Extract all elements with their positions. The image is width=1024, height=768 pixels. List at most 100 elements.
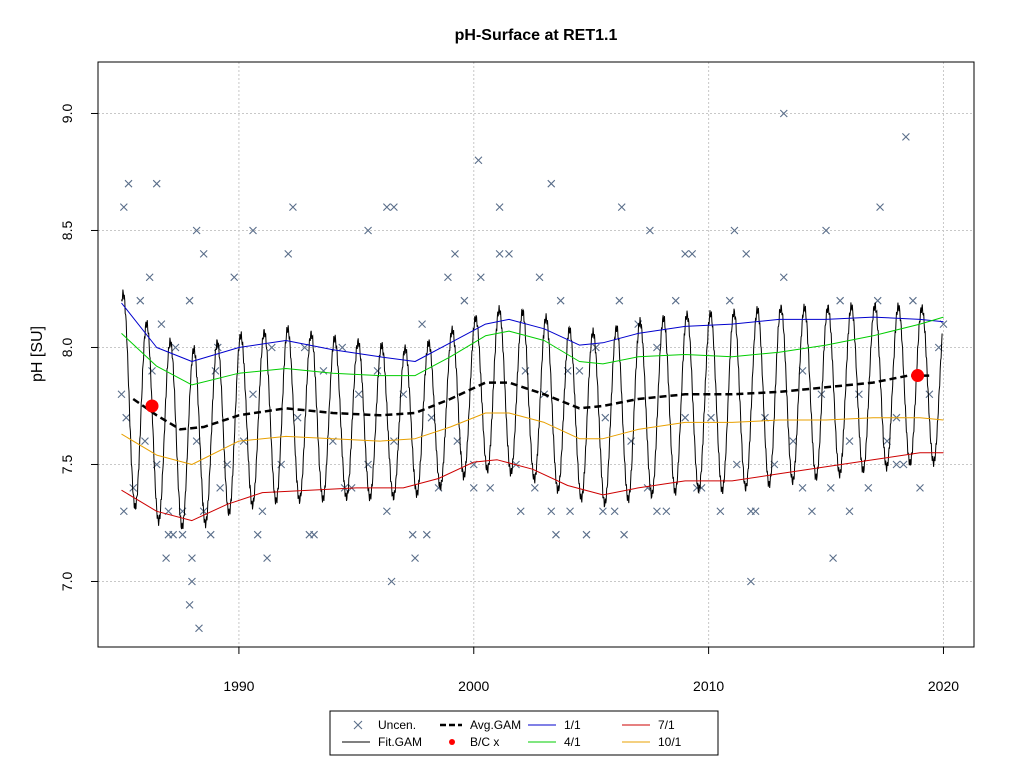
legend-label: 10/1 (658, 735, 682, 749)
observation-marker (230, 273, 239, 282)
observation-marker (817, 390, 826, 399)
x-tick-label: 1990 (223, 678, 254, 694)
observation-marker (319, 366, 328, 375)
observation-marker (263, 554, 271, 562)
observation-marker (305, 530, 314, 539)
observation-marker (354, 390, 363, 399)
observation-marker (157, 320, 166, 328)
observation-marker (845, 437, 854, 445)
legend-dot (449, 739, 455, 745)
observation-marker (390, 437, 398, 445)
observation-marker (460, 296, 469, 305)
observation-marker (486, 483, 495, 492)
observation-marker (382, 507, 391, 516)
observation-marker (716, 507, 725, 516)
observation-marker (152, 179, 161, 188)
legend: Uncen. Fit.GAM Avg.GAM B/C x 1/1 4/1 7/1 10/1 (329, 710, 719, 756)
observation-marker (418, 320, 426, 328)
observation-marker (876, 203, 884, 211)
x-tick-label: 2020 (928, 678, 959, 694)
observation-marker (732, 460, 741, 469)
observation-marker (117, 390, 126, 399)
observation-marker (199, 249, 208, 258)
observation-marker (556, 296, 565, 305)
observation-marker (253, 530, 262, 539)
observation-marker (599, 507, 607, 516)
observation-marker (742, 249, 751, 258)
avg-gam-line (132, 374, 932, 431)
observation-marker (547, 507, 556, 516)
observation-marker (192, 437, 201, 445)
legend-item: 1/1 (528, 718, 581, 732)
observation-marker (836, 296, 845, 305)
observation-marker (575, 366, 584, 375)
legend-label: B/C x (470, 735, 499, 749)
observation-marker (408, 530, 417, 539)
x-tick-label: 2010 (693, 678, 724, 694)
observation-marker (211, 366, 220, 375)
observation-marker (662, 507, 671, 516)
observation-marker (798, 483, 807, 492)
observation-marker (547, 179, 556, 188)
observation-marker (169, 530, 178, 539)
legend-label: Uncen. (378, 718, 416, 732)
apr1-line (121, 316, 944, 386)
observation-marker (373, 366, 382, 375)
observation-marker (495, 203, 504, 211)
observation-marker (476, 273, 485, 282)
observation-marker (427, 413, 436, 422)
observation-marker (289, 203, 297, 211)
jul1-line (121, 452, 944, 522)
observation-marker (761, 413, 769, 422)
observation-marker (892, 460, 901, 469)
observation-marker (822, 226, 830, 235)
legend-box (329, 710, 719, 756)
y-tick-label: 8.0 (59, 338, 75, 358)
y-axis: 7.0 7.5 8.0 8.5 9.0 (59, 104, 98, 592)
observation-marker (516, 507, 525, 516)
observation-marker (601, 413, 610, 422)
observation-marker (258, 507, 267, 516)
observation-marker (646, 226, 654, 235)
observation-marker (185, 296, 194, 305)
legend-label: Fit.GAM (378, 735, 422, 749)
observation-marker (798, 366, 807, 375)
y-tick-label: 9.0 (59, 104, 75, 124)
observation-marker (725, 296, 734, 305)
oct1-line (121, 412, 944, 465)
observation-marker (610, 507, 619, 516)
observation-marker (444, 273, 452, 282)
observation-marker (747, 577, 755, 586)
legend-label: 7/1 (658, 718, 675, 732)
observation-marker (390, 203, 398, 211)
observation-marker (185, 600, 194, 609)
observation-marker (148, 366, 156, 375)
observation-marker (145, 273, 154, 282)
fit-gam-line (121, 289, 943, 530)
observation-marker (620, 530, 628, 539)
legend-item: Fit.GAM (342, 735, 422, 749)
y-tick-label: 7.5 (59, 455, 75, 475)
legend-label: Avg.GAM (470, 718, 521, 732)
grid (98, 62, 974, 647)
observation-marker (617, 203, 626, 211)
observation-marker (249, 226, 257, 235)
observation-marker (779, 109, 788, 118)
observation-marker (495, 249, 504, 258)
observation-marker (688, 249, 697, 258)
observation-marker (925, 390, 934, 399)
observation-marker (902, 132, 910, 141)
observation-marker (474, 156, 483, 165)
observation-marker (162, 554, 170, 562)
y-tick-label: 8.5 (59, 221, 75, 241)
observation-marker (615, 296, 624, 305)
observation-marker (293, 413, 302, 422)
observation-marker (864, 483, 873, 492)
observation-marker (653, 507, 661, 516)
observation-marker (653, 343, 661, 352)
observation-marker (136, 296, 145, 305)
observation-marker (119, 507, 128, 516)
observation-marker (195, 624, 203, 633)
chart-title: pH-Surface at RET1.1 (455, 27, 618, 44)
y-tick-label: 7.0 (59, 572, 75, 592)
